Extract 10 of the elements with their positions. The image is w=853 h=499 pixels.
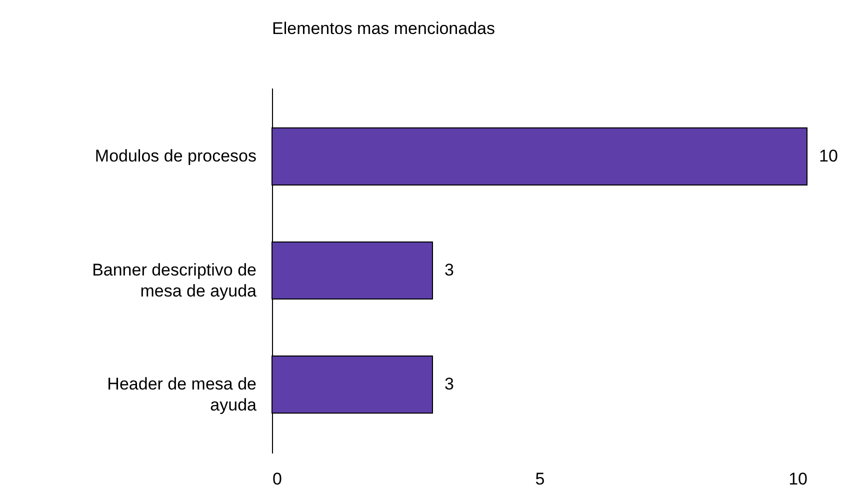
data-label: 3 — [444, 374, 454, 394]
x-tick-label: 10 — [788, 470, 808, 488]
chart-title: Elementos mas mencionadas — [272, 19, 496, 38]
y-tick-label: Modulos de procesos — [94, 146, 256, 166]
x-tick-label: 0 — [272, 470, 282, 488]
x-tick-label: 5 — [535, 470, 545, 488]
y-tick-label: Banner descriptivo de mesa de ayuda — [92, 260, 258, 300]
y-tick-label: Header de mesa de ayuda — [107, 374, 258, 415]
data-label: 10 — [819, 146, 838, 166]
data-label: 3 — [444, 260, 454, 280]
